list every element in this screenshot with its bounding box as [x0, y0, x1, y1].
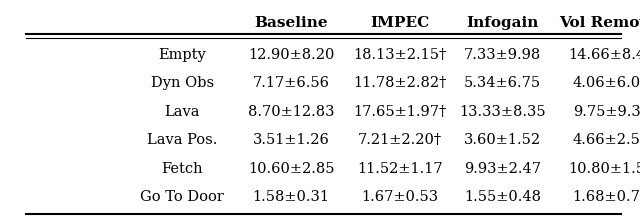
Text: 9.93±2.47: 9.93±2.47	[464, 162, 541, 176]
Text: 7.21±2.20†: 7.21±2.20†	[358, 133, 442, 147]
Text: 13.33±8.35: 13.33±8.35	[459, 105, 546, 119]
Text: 11.78±2.82†: 11.78±2.82†	[353, 76, 447, 90]
Text: 7.33±9.98: 7.33±9.98	[464, 48, 541, 62]
Text: 4.66±2.53: 4.66±2.53	[573, 133, 640, 147]
Text: Baseline: Baseline	[254, 16, 328, 30]
Text: 8.70±12.83: 8.70±12.83	[248, 105, 335, 119]
Text: 14.66±8.41: 14.66±8.41	[568, 48, 640, 62]
Text: IMPEC: IMPEC	[371, 16, 429, 30]
Text: 3.51±1.26: 3.51±1.26	[253, 133, 330, 147]
Text: 12.90±8.20: 12.90±8.20	[248, 48, 334, 62]
Text: Fetch: Fetch	[161, 162, 204, 176]
Text: 3.60±1.52: 3.60±1.52	[464, 133, 541, 147]
Text: Go To Door: Go To Door	[140, 190, 225, 204]
Text: Lava: Lava	[164, 105, 200, 119]
Text: Vol Removal: Vol Removal	[559, 16, 640, 30]
Text: Infogain: Infogain	[466, 16, 539, 30]
Text: 1.55±0.48: 1.55±0.48	[464, 190, 541, 204]
Text: 18.13±2.15†: 18.13±2.15†	[353, 48, 447, 62]
Text: Empty: Empty	[159, 48, 206, 62]
Text: Lava Pos.: Lava Pos.	[147, 133, 218, 147]
Text: 17.65±1.97†: 17.65±1.97†	[353, 105, 447, 119]
Text: 1.67±0.53: 1.67±0.53	[362, 190, 438, 204]
Text: 10.80±1.51: 10.80±1.51	[568, 162, 640, 176]
Text: 11.52±1.17: 11.52±1.17	[357, 162, 443, 176]
Text: 10.60±2.85: 10.60±2.85	[248, 162, 335, 176]
Text: 5.34±6.75: 5.34±6.75	[464, 76, 541, 90]
Text: 1.58±0.31: 1.58±0.31	[253, 190, 330, 204]
Text: 7.17±6.56: 7.17±6.56	[253, 76, 330, 90]
Text: Dyn Obs: Dyn Obs	[151, 76, 214, 90]
Text: 9.75±9.39: 9.75±9.39	[573, 105, 640, 119]
Text: 1.68±0.71: 1.68±0.71	[573, 190, 640, 204]
Text: 4.06±6.03: 4.06±6.03	[572, 76, 640, 90]
